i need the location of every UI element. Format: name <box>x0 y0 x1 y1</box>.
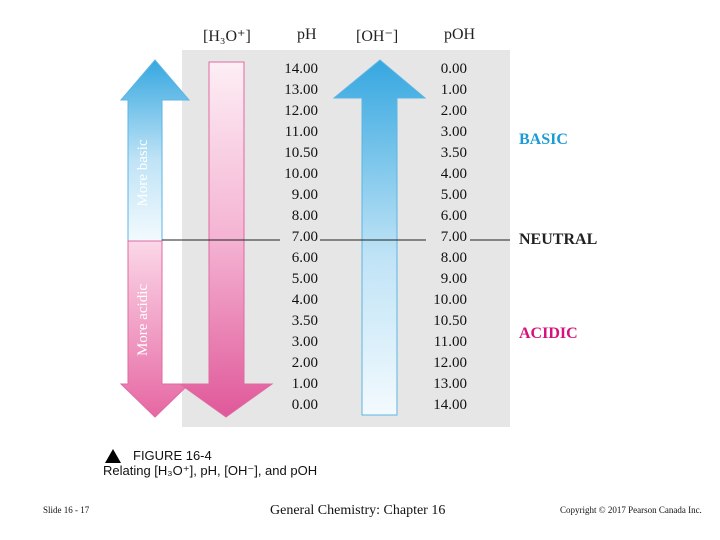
header-h3o: [H₃O⁺] <box>203 28 251 45</box>
ph-value: 11.00 <box>284 124 318 140</box>
ph-value: 12.00 <box>284 103 318 119</box>
oh-up-arrow <box>332 59 427 416</box>
poh-value: 1.00 <box>440 82 467 98</box>
ph-value: 14.00 <box>284 61 318 77</box>
caption-triangle-icon <box>105 449 121 463</box>
poh-value: 9.00 <box>440 271 467 287</box>
poh-value: 12.00 <box>433 355 467 371</box>
ph-value: 3.50 <box>291 313 318 329</box>
ph-value: 0.00 <box>291 397 318 413</box>
zone-basic-label: BASIC <box>519 131 568 148</box>
header-poh: pOH <box>444 26 476 43</box>
header-oh: [OH⁻] <box>356 28 399 45</box>
more-acidic-label: More acidic <box>135 283 151 357</box>
ph-value: 10.50 <box>284 145 318 161</box>
poh-value: 4.00 <box>440 166 467 182</box>
header-ph: pH <box>297 26 317 43</box>
ph-value: 8.00 <box>291 208 318 224</box>
poh-value: 11.00 <box>433 334 467 350</box>
poh-value: 3.50 <box>440 145 467 161</box>
poh-value: 7.00 <box>440 229 467 245</box>
ph-value: 13.00 <box>284 82 318 98</box>
ph-value: 10.00 <box>284 166 318 182</box>
poh-value: 13.00 <box>433 376 467 392</box>
ph-value: 9.00 <box>291 187 318 203</box>
poh-value: 0.00 <box>440 61 467 77</box>
poh-value: 10.50 <box>433 313 467 329</box>
ph-value: 6.00 <box>291 250 318 266</box>
course-title: General Chemistry: Chapter 16 <box>270 503 446 518</box>
ph-value: 4.00 <box>291 292 318 308</box>
poh-value: 14.00 <box>433 397 467 413</box>
ph-value: 3.00 <box>291 334 318 350</box>
figure-number: FIGURE 16-4 <box>133 448 212 463</box>
poh-value: 5.00 <box>440 187 467 203</box>
figure-title: Relating [H₃O⁺], pH, [OH⁻], and pOH <box>103 463 318 478</box>
more-acidic-arrow <box>119 240 191 418</box>
copyright-notice: Copyright © 2017 Pearson Canada Inc. <box>560 505 702 515</box>
zone-neutral-label: NEUTRAL <box>519 231 598 248</box>
zone-acidic-label: ACIDIC <box>519 325 578 342</box>
poh-value: 2.00 <box>440 103 467 119</box>
poh-value: 3.00 <box>440 124 467 140</box>
poh-value: 10.00 <box>433 292 467 308</box>
ph-value: 7.00 <box>291 229 318 245</box>
ph-value: 1.00 <box>291 376 318 392</box>
poh-value: 8.00 <box>440 250 467 266</box>
ph-value: 5.00 <box>291 271 318 287</box>
poh-value: 6.00 <box>440 208 467 224</box>
ph-value: 2.00 <box>291 355 318 371</box>
more-basic-arrow <box>119 59 191 242</box>
more-basic-label: More basic <box>135 139 151 207</box>
slide-number: Slide 16 - 17 <box>43 505 90 515</box>
